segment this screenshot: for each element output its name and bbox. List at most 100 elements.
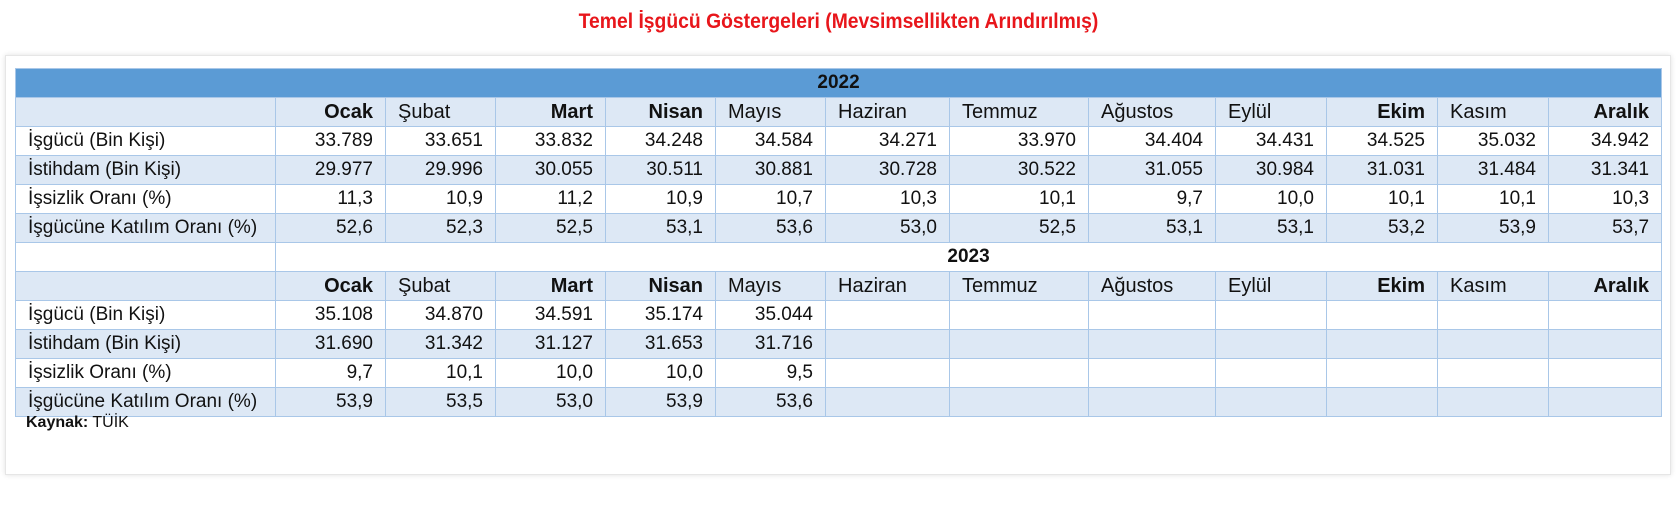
table-cell: 52,5 bbox=[949, 213, 1089, 243]
month-header: Mayıs bbox=[715, 97, 826, 127]
month-header-row: Ocak Şubat Mart Nisan Mayıs Haziran Temmuz Ağus… bbox=[15, 271, 1663, 301]
table-cell bbox=[1088, 300, 1216, 330]
table-cell: 34.271 bbox=[825, 126, 950, 156]
row-label: İşgücü (Bin Kişi) bbox=[15, 300, 276, 330]
table-cell: 34.404 bbox=[1088, 126, 1216, 156]
table-cell bbox=[1547, 387, 1663, 417]
table-cell: 31.127 bbox=[495, 329, 606, 359]
table-cell: 9,7 bbox=[1088, 184, 1216, 214]
table-cell bbox=[1437, 300, 1549, 330]
table-cell: 31.342 bbox=[385, 329, 496, 359]
table-cell: 34.591 bbox=[495, 300, 606, 330]
source-note: Kaynak: TÜİK bbox=[26, 414, 129, 432]
table-cell: 30.984 bbox=[1215, 155, 1327, 185]
month-header: Şubat bbox=[385, 97, 496, 127]
table-cell: 10,1 bbox=[1437, 184, 1549, 214]
row-label: İşgücüne Katılım Oranı (%) bbox=[15, 213, 276, 243]
table-row: İşgücüne Katılım Oranı (%) 52,6 52,3 52,5 53… bbox=[15, 213, 1663, 243]
table-cell bbox=[1326, 300, 1438, 330]
table-cell: 33.832 bbox=[495, 126, 606, 156]
table-row: İşgücü (Bin Kişi) 35.108 34.870 34.591 35.17… bbox=[15, 300, 1663, 330]
table-cell: 35.044 bbox=[715, 300, 826, 330]
table-cell: 35.032 bbox=[1437, 126, 1549, 156]
table-cell bbox=[1088, 358, 1216, 388]
month-header: Haziran bbox=[825, 271, 950, 301]
table-cell bbox=[949, 300, 1089, 330]
row-label: İşsizlik Oranı (%) bbox=[15, 358, 276, 388]
table-cell: 10,3 bbox=[825, 184, 950, 214]
row-label: İşgücü (Bin Kişi) bbox=[15, 126, 276, 156]
row-label: İşsizlik Oranı (%) bbox=[15, 184, 276, 214]
month-header: Temmuz bbox=[949, 271, 1089, 301]
table-cell: 10,7 bbox=[715, 184, 826, 214]
table-cell: 29.996 bbox=[385, 155, 496, 185]
table-cell bbox=[1437, 358, 1549, 388]
month-header-blank bbox=[15, 97, 276, 127]
table-cell: 35.108 bbox=[275, 300, 386, 330]
month-header: Ekim bbox=[1326, 97, 1438, 127]
table-cell: 53,1 bbox=[1088, 213, 1216, 243]
table-cell: 9,5 bbox=[715, 358, 826, 388]
month-header: Eylül bbox=[1215, 271, 1327, 301]
table-cell bbox=[825, 358, 950, 388]
table-cell: 10,1 bbox=[949, 184, 1089, 214]
table-cell bbox=[1547, 329, 1663, 359]
table-cell: 11,3 bbox=[275, 184, 386, 214]
table-cell bbox=[1547, 300, 1663, 330]
table-cell: 10,1 bbox=[385, 358, 496, 388]
month-header: Ağustos bbox=[1088, 271, 1216, 301]
table-row: İşgücüne Katılım Oranı (%) 53,9 53,5 53,0 53… bbox=[15, 387, 1663, 417]
row-label: İşgücüne Katılım Oranı (%) bbox=[15, 387, 276, 417]
table-cell: 53,2 bbox=[1326, 213, 1438, 243]
table-cell bbox=[949, 329, 1089, 359]
table-cell bbox=[1326, 387, 1438, 417]
table-cell bbox=[1437, 329, 1549, 359]
year-header-row: 2022 bbox=[14, 68, 1663, 98]
table-cell: 10,9 bbox=[385, 184, 496, 214]
table-cell bbox=[949, 387, 1089, 417]
table-cell: 52,6 bbox=[275, 213, 386, 243]
table-cell: 35.174 bbox=[605, 300, 716, 330]
table-cell: 10,0 bbox=[1215, 184, 1327, 214]
table-cell bbox=[1215, 329, 1327, 359]
table-cell: 33.651 bbox=[385, 126, 496, 156]
table-cell: 53,6 bbox=[715, 387, 826, 417]
table-row: İstihdam (Bin Kişi) 29.977 29.996 30.055 30.… bbox=[15, 155, 1663, 185]
indicator-table: 2022 Ocak Şubat Mart Nisan Mayıs Haziran Temmuz… bbox=[14, 68, 1663, 417]
table-cell: 53,9 bbox=[275, 387, 386, 417]
table-row: İşsizlik Oranı (%) 9,7 10,1 10,0 10,0 9,5 bbox=[15, 358, 1663, 388]
table-cell bbox=[1215, 358, 1327, 388]
month-header: Mayıs bbox=[715, 271, 826, 301]
table-cell: 33.970 bbox=[949, 126, 1089, 156]
table-cell: 31.484 bbox=[1437, 155, 1549, 185]
table-cell: 31.716 bbox=[715, 329, 826, 359]
table-body: 2022 Ocak Şubat Mart Nisan Mayıs Haziran Temmuz… bbox=[14, 68, 1663, 417]
table-cell bbox=[1326, 329, 1438, 359]
table-row: İstihdam (Bin Kişi) 31.690 31.342 31.127 31.… bbox=[15, 329, 1663, 359]
table-cell: 30.522 bbox=[949, 155, 1089, 185]
table-cell: 29.977 bbox=[275, 155, 386, 185]
table-cell bbox=[1215, 387, 1327, 417]
table-cell bbox=[1547, 358, 1663, 388]
year-header: 2023 bbox=[274, 242, 1663, 272]
table-cell bbox=[949, 358, 1089, 388]
month-header: Eylül bbox=[1215, 97, 1327, 127]
table-row: İşgücü (Bin Kişi) 33.789 33.651 33.832 34.24… bbox=[15, 126, 1663, 156]
table-cell: 53,1 bbox=[1215, 213, 1327, 243]
row-label: İstihdam (Bin Kişi) bbox=[15, 329, 276, 359]
month-header-row: Ocak Şubat Mart Nisan Mayıs Haziran Temmuz Ağus… bbox=[15, 97, 1663, 127]
table-cell: 30.881 bbox=[715, 155, 826, 185]
table-cell bbox=[1088, 387, 1216, 417]
table-cell bbox=[1215, 300, 1327, 330]
month-header: Aralık bbox=[1547, 97, 1663, 127]
table-cell: 10,3 bbox=[1547, 184, 1663, 214]
table-cell: 30.511 bbox=[605, 155, 716, 185]
table-cell bbox=[1437, 387, 1549, 417]
source-label: Kaynak: bbox=[26, 414, 89, 431]
table-cell: 53,9 bbox=[1437, 213, 1549, 243]
month-header: Nisan bbox=[605, 97, 716, 127]
month-header: Ocak bbox=[275, 97, 386, 127]
table-cell: 33.789 bbox=[275, 126, 386, 156]
month-header: Ağustos bbox=[1088, 97, 1216, 127]
table-cell: 53,6 bbox=[715, 213, 826, 243]
